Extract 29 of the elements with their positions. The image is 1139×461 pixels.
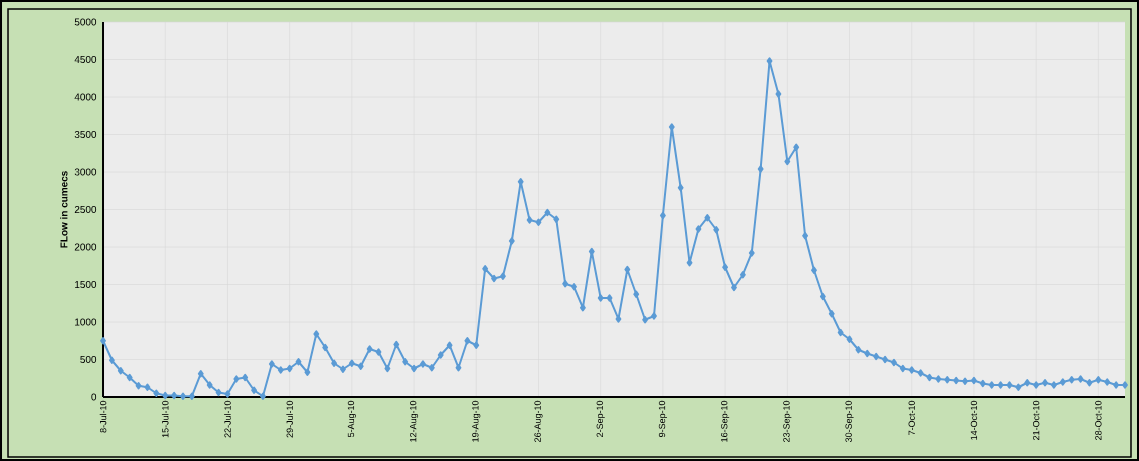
x-tick-label: 5-Aug-10 — [347, 400, 356, 438]
x-tick-label: 28-Oct-10 — [1095, 400, 1102, 440]
y-tick-label: 0 — [91, 393, 97, 401]
y-tick-label: 2000 — [74, 243, 97, 251]
x-tick-label: 23-Sep-10 — [783, 400, 792, 442]
x-tick-label: 2-Sep-10 — [596, 400, 605, 437]
x-tick-label: 26-Aug-10 — [534, 400, 543, 442]
x-tick-label: 8-Jul-10 — [99, 400, 107, 433]
x-tick-label: 9-Sep-10 — [658, 400, 667, 437]
x-tick-label: 29-Jul-10 — [286, 400, 293, 438]
y-tick-label: 1500 — [75, 280, 97, 289]
x-tick-label: 12-Aug-10 — [409, 400, 419, 442]
x-tick-label: 14-Oct-10 — [970, 400, 978, 440]
y-tick-label: 1000 — [75, 318, 97, 326]
x-tick-label: 16-Sep-10 — [721, 400, 730, 442]
x-tick-label: 15-Jul-10 — [161, 400, 169, 438]
y-tick-label: 3000 — [74, 168, 97, 176]
x-tick-label: 22-Jul-10 — [224, 400, 231, 438]
y-tick-label: 4000 — [74, 93, 97, 101]
x-tick-label: 21-Oct-10 — [1032, 400, 1040, 440]
y-tick-label: 3500 — [74, 130, 97, 139]
y-axis-title: FLow in cumecs — [60, 171, 68, 248]
y-tick-label: 4500 — [74, 55, 97, 64]
x-tick-label: 19-Aug-10 — [472, 400, 481, 442]
y-tick-label: 2500 — [74, 205, 97, 214]
y-tick-label: 5000 — [74, 18, 97, 26]
x-tick-label: 30-Sep-10 — [845, 400, 854, 443]
y-tick-label: 500 — [80, 355, 97, 364]
x-tick-label: 7-Oct-10 — [908, 400, 915, 435]
